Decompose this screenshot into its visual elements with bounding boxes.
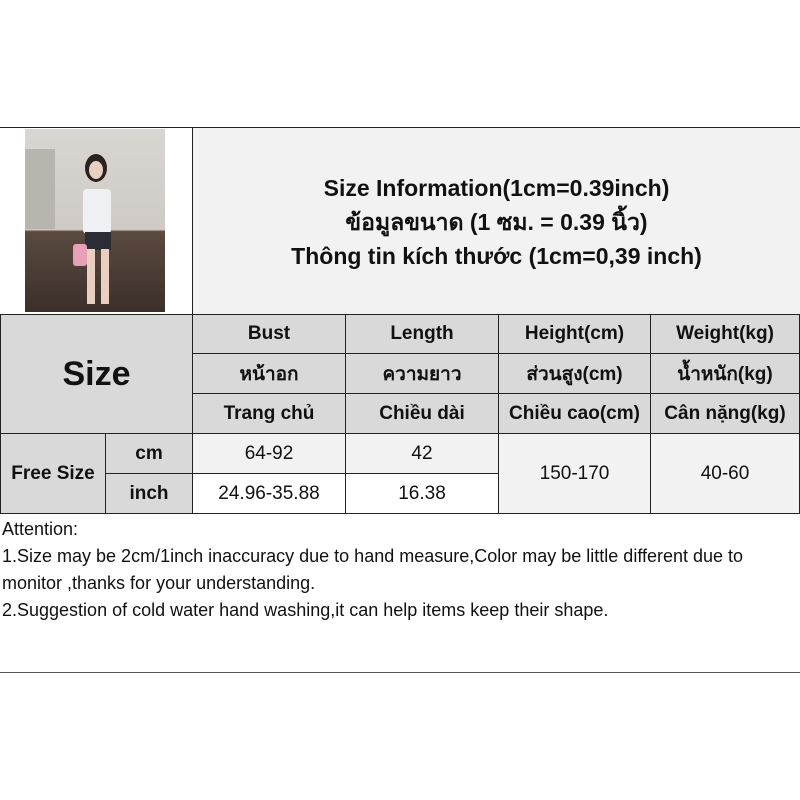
- height-value: 150-170: [498, 433, 651, 514]
- title-english: Size Information(1cm=0.39inch): [323, 174, 670, 201]
- header-bust-vi: Trang chủ: [192, 393, 346, 434]
- bust-cm: 64-92: [192, 433, 346, 474]
- bust-inch: 24.96-35.88: [192, 473, 346, 514]
- size-header: Size: [0, 314, 193, 434]
- title-vietnamese: Thông tin kích thước (1cm=0,39 inch): [291, 242, 702, 269]
- header-weight-th: น้ำหนัก(kg): [650, 353, 800, 394]
- header-height-vi: Chiều cao(cm): [498, 393, 651, 434]
- header-length-th: ความยาว: [345, 353, 499, 394]
- header-height-en: Height(cm): [498, 314, 651, 354]
- unit-inch: inch: [105, 473, 193, 514]
- header-bust-th: หน้าอก: [192, 353, 346, 394]
- length-cm: 42: [345, 433, 499, 474]
- title-thai: ข้อมูลขนาด (1 ซม. = 0.39 นิ้ว): [345, 208, 648, 235]
- note-1: 1.Size may be 2cm/1inch inaccuracy due t…: [2, 546, 744, 593]
- size-info-title: Size Information(1cm=0.39inch) ข้อมูลขนา…: [192, 127, 800, 315]
- header-weight-en: Weight(kg): [650, 314, 800, 354]
- header-length-en: Length: [345, 314, 499, 354]
- product-photo: [25, 129, 165, 312]
- unit-cm: cm: [105, 433, 193, 474]
- header-length-vi: Chiều dài: [345, 393, 499, 434]
- attention-notes: Attention: 1.Size may be 2cm/1inch inacc…: [2, 516, 800, 624]
- header-bust-en: Bust: [192, 314, 346, 354]
- attention-heading: Attention:: [2, 519, 79, 539]
- row-label-free-size: Free Size: [0, 433, 106, 514]
- weight-value: 40-60: [650, 433, 800, 514]
- length-inch: 16.38: [345, 473, 499, 514]
- header-height-th: ส่วนสูง(cm): [498, 353, 651, 394]
- divider: [0, 672, 800, 673]
- header-weight-vi: Cân nặng(kg): [650, 393, 800, 434]
- note-2: 2.Suggestion of cold water hand washing,…: [2, 600, 609, 620]
